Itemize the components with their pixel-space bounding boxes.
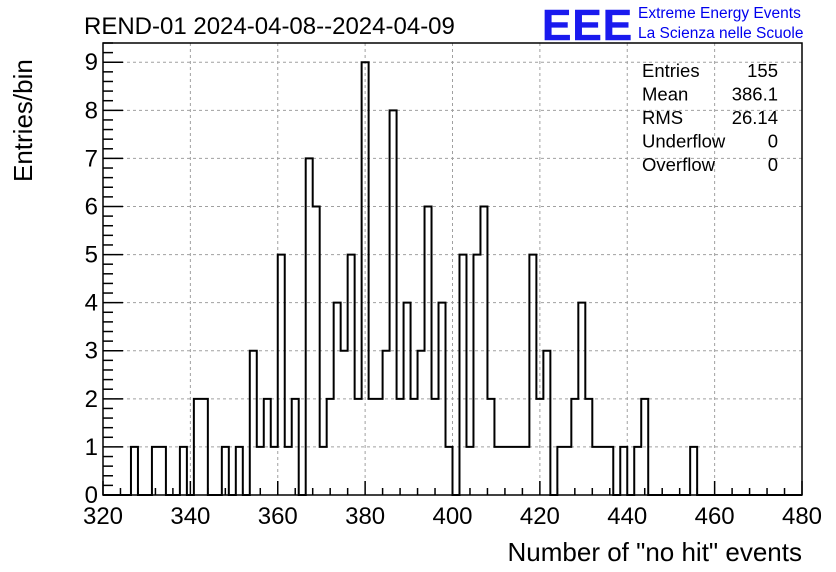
stats-label: Overflow xyxy=(642,154,716,175)
x-axis: 320 340 360 380 400 420 440 460 480 xyxy=(83,481,822,530)
x-tick-label: 480 xyxy=(782,503,822,530)
y-tick-label: 8 xyxy=(85,97,98,124)
y-tick-label: 3 xyxy=(85,338,98,365)
stats-label: Entries xyxy=(642,60,700,81)
x-axis-label: Number of "no hit" events xyxy=(508,537,803,567)
eee-logo-mark: EEE xyxy=(542,1,633,50)
y-tick-label: 9 xyxy=(85,49,98,76)
y-axis-label: Entries/bin xyxy=(8,59,38,182)
stats-label: Underflow xyxy=(642,131,726,152)
stats-label: RMS xyxy=(642,107,683,128)
stats-value: 0 xyxy=(768,154,778,175)
y-tick-label: 2 xyxy=(85,386,98,413)
x-tick-label: 400 xyxy=(432,503,472,530)
histogram-outline xyxy=(103,61,802,496)
stats-box: Entries 155 Mean 386.1 RMS 26.14 Underflow 0 Ove… xyxy=(642,60,778,175)
y-tick-label: 4 xyxy=(85,290,98,317)
y-axis: 0 1 2 3 4 5 6 7 8 9 xyxy=(85,42,123,509)
x-tick-label: 380 xyxy=(345,503,385,530)
chart-title: REND-01 2024-04-08--2024-04-09 xyxy=(84,13,455,40)
eee-logo-line2: La Scienza nelle Scuole xyxy=(638,25,803,42)
x-tick-label: 320 xyxy=(83,503,123,530)
y-tick-label: 6 xyxy=(85,193,98,220)
stats-value: 0 xyxy=(768,131,778,152)
histogram-bars xyxy=(103,61,802,496)
y-tick-label: 7 xyxy=(85,145,98,172)
y-tick-label: 0 xyxy=(85,482,98,509)
x-tick-label: 340 xyxy=(170,503,210,530)
stats-value: 386.1 xyxy=(732,84,778,105)
y-tick-label: 1 xyxy=(85,434,98,461)
eee-logo: EEE Extreme Energy Events La Scienza nel… xyxy=(542,1,804,51)
x-tick-label: 360 xyxy=(258,503,298,530)
x-tick-label: 440 xyxy=(607,503,647,530)
x-tick-label: 420 xyxy=(520,503,560,530)
eee-logo-line1: Extreme Energy Events xyxy=(638,5,801,22)
stats-label: Mean xyxy=(642,84,688,105)
stats-value: 26.14 xyxy=(732,107,778,128)
y-tick-label: 5 xyxy=(85,242,98,269)
x-tick-label: 460 xyxy=(695,503,735,530)
stats-value: 155 xyxy=(747,60,778,81)
